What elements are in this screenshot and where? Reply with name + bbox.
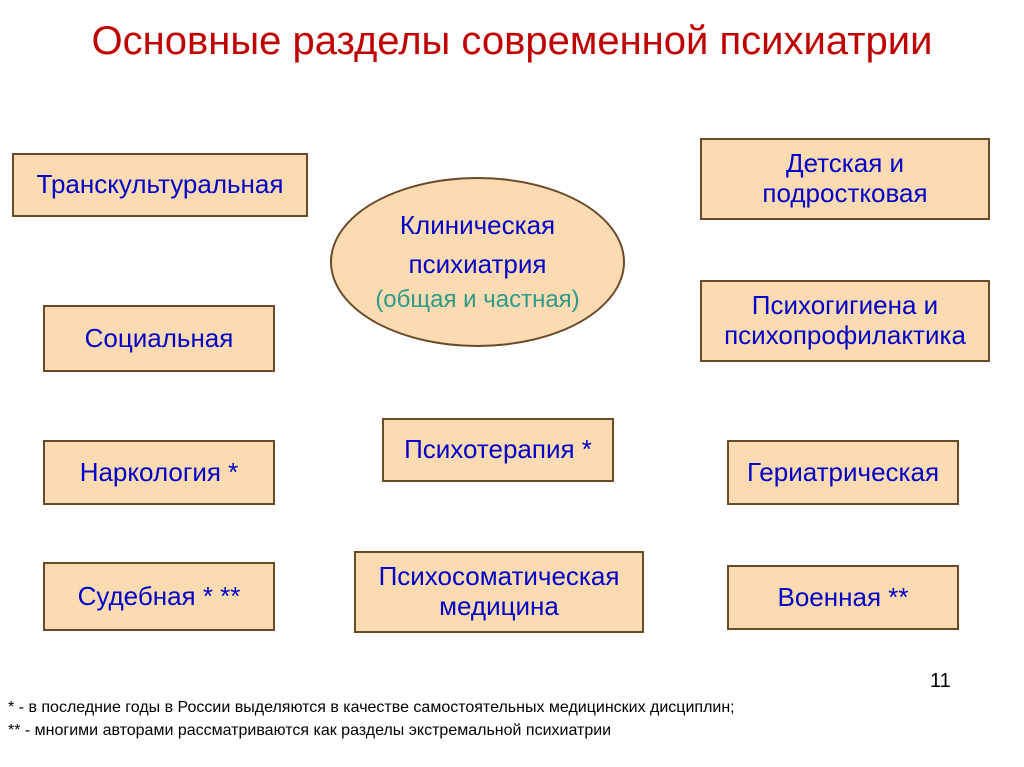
branch-box-label: Социальная (85, 324, 234, 354)
branch-box-9: Военная ** (727, 565, 959, 630)
branch-box-label: Психотерапия * (404, 435, 592, 465)
branch-box-2: Наркология * (43, 440, 275, 505)
branch-box-7: Психогигиена и психопрофилактика (700, 280, 990, 362)
branch-box-5: Психосоматическая медицина (354, 551, 644, 633)
branch-box-3: Судебная * ** (43, 562, 275, 631)
footnote-1: ** - многими авторами рассматриваются ка… (8, 722, 611, 740)
branch-box-label: Военная ** (778, 583, 909, 613)
branch-box-0: Транскультуральная (12, 153, 308, 217)
branch-box-6: Детская и подростковая (700, 138, 990, 220)
footnote-0: * - в последние годы в России выделяются… (8, 699, 735, 717)
branch-box-label: Наркология * (80, 458, 239, 488)
branch-box-label: Гериатрическая (747, 458, 939, 488)
title-text: Основные разделы современной психиатрии (92, 19, 933, 63)
center-ellipse: Клиническая психиатрия (общая и частная) (330, 177, 625, 347)
branch-box-label: Транскультуральная (37, 170, 284, 200)
branch-box-label: Психогигиена и психопрофилактика (708, 291, 982, 351)
ellipse-line2: психиатрия (409, 249, 547, 280)
branch-box-label: Психосоматическая медицина (362, 562, 636, 622)
branch-box-label: Детская и подростковая (708, 149, 982, 209)
branch-box-8: Гериатрическая (727, 440, 959, 505)
branch-box-4: Психотерапия * (382, 418, 614, 482)
page-title: Основные разделы современной психиатрии (0, 18, 1024, 64)
ellipse-line3: (общая и частная) (375, 286, 579, 314)
page-number: 11 (930, 670, 951, 693)
branch-box-1: Социальная (43, 305, 275, 372)
branch-box-label: Судебная * ** (78, 582, 241, 612)
ellipse-line1: Клиническая (400, 210, 555, 241)
